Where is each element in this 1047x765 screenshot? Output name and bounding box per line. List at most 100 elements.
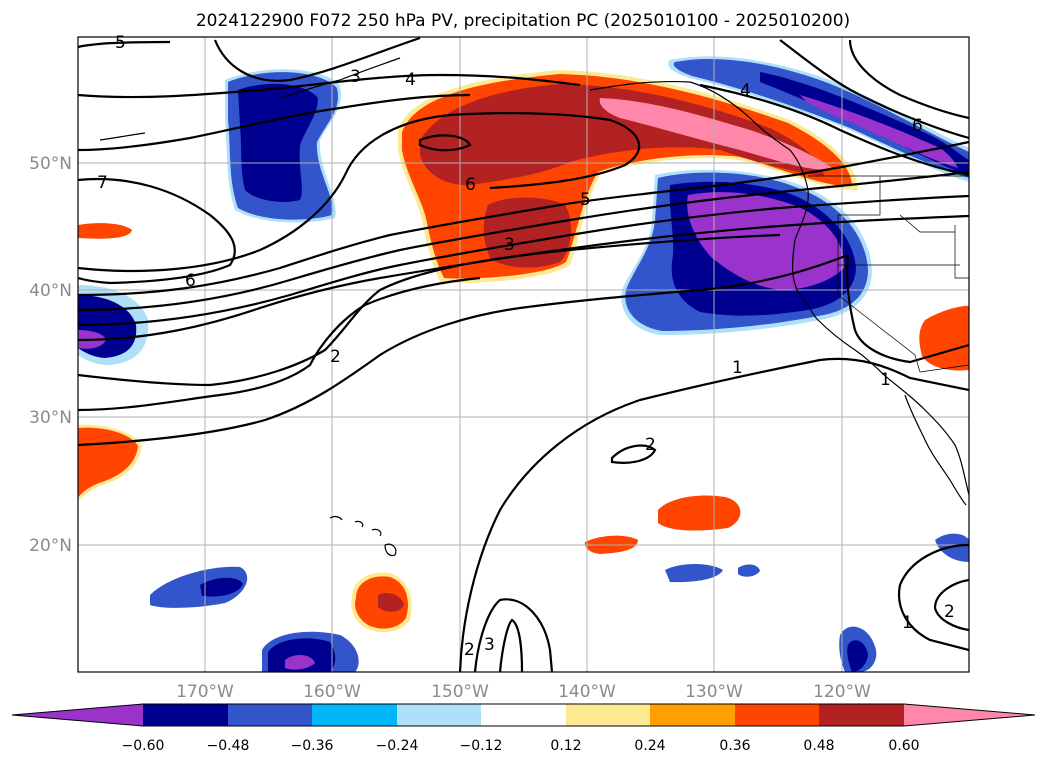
coastline: [279, 57, 401, 99]
colorbar-swatch-gt-060: [904, 704, 1035, 726]
colorbar-tick-label: 0.48: [803, 738, 834, 754]
state-border: [954, 225, 969, 279]
neg-region-south-east-navy: [847, 640, 868, 672]
lon-label: 160°W: [303, 682, 361, 702]
state-border: [837, 265, 921, 373]
colorbar-swatch-m048-m036: [228, 704, 312, 726]
colorbar-swatch-m036-m024: [312, 704, 397, 726]
contour-line: [78, 73, 581, 99]
coastline: [904, 394, 967, 506]
contour-line: [78, 276, 481, 412]
colorbar-outline: [11, 703, 1036, 727]
colorbar-tick-label: −0.12: [460, 738, 503, 754]
colorbar-tick-label: 0.12: [550, 738, 581, 754]
colorbar-tick-label: 0.36: [719, 738, 750, 754]
lon-label: 120°W: [813, 682, 871, 702]
contour-line: [473, 598, 554, 672]
contour-line: [845, 254, 969, 364]
pos-region-hawaii-core: [378, 593, 404, 612]
contour-line: [78, 40, 171, 49]
contour-label: 1: [902, 613, 913, 633]
neg-region-south-west-navy: [200, 577, 243, 597]
colorbar-tick-label: 0.60: [888, 738, 919, 754]
contour-line: [418, 134, 472, 152]
colorbar-swatch-m024-m012: [397, 704, 481, 726]
political-borders: [808, 175, 969, 373]
gridlines: [78, 37, 969, 672]
pv-contours: [78, 37, 969, 672]
neg-region-south-bottom-purple: [285, 654, 315, 670]
figure-title: 2024122900 F072 250 hPa PV, precipitatio…: [196, 11, 850, 31]
lat-label: 40°N: [29, 281, 72, 301]
contour-line: [897, 543, 969, 652]
contour-line: [78, 194, 969, 327]
neg-region-south-west: [150, 566, 248, 608]
colorbar-swatch-m012-012: [481, 704, 566, 726]
coastline: [329, 515, 343, 521]
contour-label: 5: [580, 190, 591, 210]
map-panel: 5 3 4 4 6 7 6 5 3 2 1 1 2 2 3 1 2 6 50°N…: [29, 33, 970, 702]
contour-label: 3: [484, 635, 495, 655]
coastline: [817, 319, 969, 496]
coastline: [589, 80, 819, 321]
coastlines: [99, 57, 969, 557]
lon-label: 150°W: [431, 682, 489, 702]
neg-region-goa-purple: [800, 95, 958, 168]
contour-labels: 5 3 4 4 6 7 6 5 3 2 1 1 2 2 3 1 2 6: [97, 33, 955, 660]
lat-label: 50°N: [29, 154, 72, 174]
neg-region-south-mid: [665, 564, 723, 583]
contour-line: [78, 233, 781, 387]
colorbar-swatch-m060-m048: [143, 704, 228, 726]
contour-line: [78, 140, 969, 297]
contour-label: 1: [880, 370, 891, 390]
neg-region-offcoast-purple: [687, 192, 845, 290]
contour-line: [699, 83, 969, 177]
colorbar-swatch-036-048: [735, 704, 819, 726]
contour-label: 1: [732, 358, 743, 378]
colorbar: −0.60 −0.48 −0.36 −0.24 −0.12 0.12 0.24 …: [11, 703, 1036, 754]
contour-line: [848, 39, 969, 120]
colorbar-swatch-024-036: [650, 704, 735, 726]
contour-line: [779, 39, 969, 140]
colorbar-tick-label: −0.48: [207, 738, 250, 754]
contour-label: 4: [740, 81, 751, 101]
contour-line: [78, 253, 849, 447]
lat-label: 20°N: [29, 536, 72, 556]
contour-label: 4: [405, 70, 416, 90]
contour-label: 5: [115, 33, 126, 53]
colorbar-tick-label: −0.60: [122, 738, 165, 754]
colorbar-tick-label: 0.24: [634, 738, 665, 754]
contour-line: [78, 112, 641, 273]
neg-region-south-small: [738, 564, 760, 577]
neg-region-southeast-corner: [935, 533, 969, 562]
state-border: [838, 176, 881, 216]
contour-label: 6: [465, 175, 476, 195]
contour-label: 3: [350, 67, 361, 87]
lon-label: 130°W: [685, 682, 743, 702]
lon-labels: 170°W 160°W 150°W 140°W 130°W 120°W: [176, 682, 871, 702]
colorbar-swatch-012-024: [566, 704, 650, 726]
lat-labels: 50°N 40°N 30°N 20°N: [29, 154, 72, 556]
contour-label: 2: [944, 602, 955, 622]
contour-label: 2: [464, 640, 475, 660]
contour-line: [78, 178, 236, 285]
contour-line: [78, 93, 471, 152]
contour-line: [213, 37, 421, 82]
contour-line: [933, 578, 969, 632]
contour-line: [610, 444, 657, 464]
neg-region-west-navy: [238, 83, 318, 202]
pos-region-socal: [919, 305, 969, 371]
pos-region-subtrop-east: [658, 495, 741, 531]
contour-label: 7: [97, 173, 108, 193]
lon-label: 140°W: [558, 682, 616, 702]
colorbar-tick-label: −0.24: [376, 738, 419, 754]
contour-label: 6: [912, 116, 923, 136]
lat-label: 30°N: [29, 408, 72, 428]
neg-region-goa-mid: [673, 58, 969, 178]
pos-region-nepac-red-north: [420, 84, 824, 186]
colorbar-swatch-048-060: [819, 704, 904, 726]
contour-line: [458, 357, 969, 672]
colorbar-tick-label: −0.36: [291, 738, 334, 754]
pos-region-nepac-pink: [599, 98, 835, 171]
